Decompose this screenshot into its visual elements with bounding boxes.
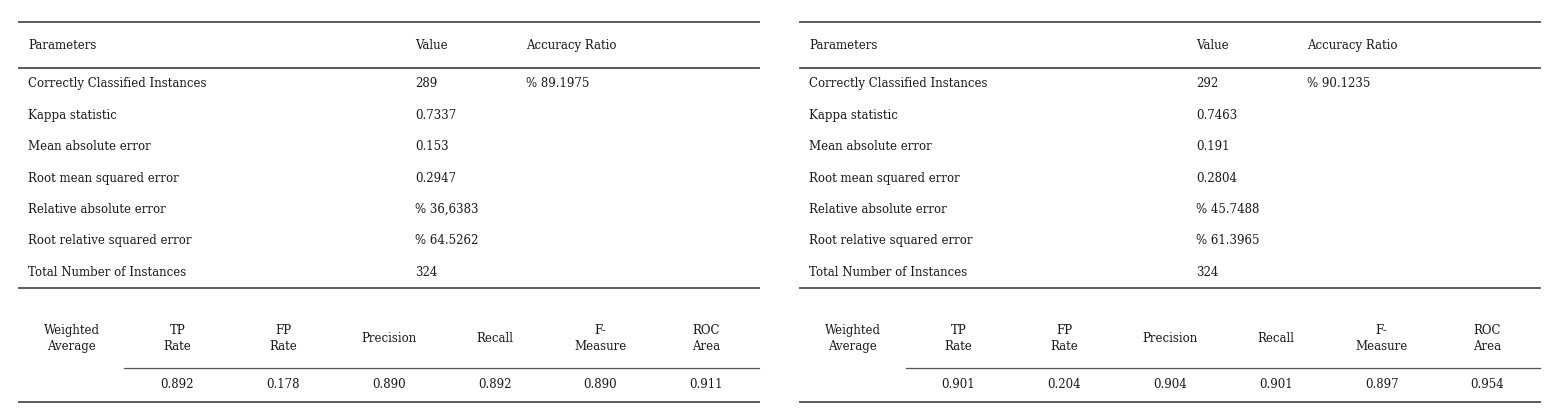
Text: Relative absolute error: Relative absolute error bbox=[28, 203, 165, 216]
Text: Root mean squared error: Root mean squared error bbox=[809, 172, 960, 184]
Text: Correctly Classified Instances: Correctly Classified Instances bbox=[28, 78, 206, 90]
Text: ROC
Area: ROC Area bbox=[1473, 324, 1501, 353]
Text: 0.892: 0.892 bbox=[161, 379, 195, 391]
Text: 0.954: 0.954 bbox=[1470, 379, 1504, 391]
Text: Total Number of Instances: Total Number of Instances bbox=[28, 266, 187, 279]
Text: 0.904: 0.904 bbox=[1154, 379, 1186, 391]
Text: 0.890: 0.890 bbox=[373, 379, 405, 391]
Text: Mean absolute error: Mean absolute error bbox=[809, 140, 932, 153]
Text: Recall: Recall bbox=[1257, 332, 1294, 344]
Text: Recall: Recall bbox=[475, 332, 513, 344]
Text: 0.2804: 0.2804 bbox=[1196, 172, 1236, 184]
Text: Kappa statistic: Kappa statistic bbox=[28, 109, 117, 122]
Text: TP
Rate: TP Rate bbox=[164, 324, 192, 353]
Text: 0.153: 0.153 bbox=[415, 140, 449, 153]
Text: 292: 292 bbox=[1196, 78, 1218, 90]
Text: 0.892: 0.892 bbox=[479, 379, 511, 391]
Text: F-
Measure: F- Measure bbox=[574, 324, 627, 353]
Text: Parameters: Parameters bbox=[28, 39, 97, 52]
Text: % 61.3965: % 61.3965 bbox=[1196, 235, 1260, 247]
Text: Value: Value bbox=[1196, 39, 1228, 52]
Text: Parameters: Parameters bbox=[809, 39, 878, 52]
Text: 0.7337: 0.7337 bbox=[415, 109, 457, 122]
Text: 0.911: 0.911 bbox=[689, 379, 723, 391]
Text: % 45.7488: % 45.7488 bbox=[1196, 203, 1260, 216]
Text: Accuracy Ratio: Accuracy Ratio bbox=[1306, 39, 1397, 52]
Text: TP
Rate: TP Rate bbox=[945, 324, 973, 353]
Text: Kappa statistic: Kappa statistic bbox=[809, 109, 898, 122]
Text: 0.897: 0.897 bbox=[1364, 379, 1398, 391]
Text: F-
Measure: F- Measure bbox=[1355, 324, 1408, 353]
Text: Total Number of Instances: Total Number of Instances bbox=[809, 266, 968, 279]
Text: % 90.1235: % 90.1235 bbox=[1306, 78, 1370, 90]
Text: Root relative squared error: Root relative squared error bbox=[28, 235, 192, 247]
Text: 0.7463: 0.7463 bbox=[1196, 109, 1238, 122]
Text: Root mean squared error: Root mean squared error bbox=[28, 172, 179, 184]
Text: Value: Value bbox=[415, 39, 447, 52]
Text: Accuracy Ratio: Accuracy Ratio bbox=[525, 39, 616, 52]
Text: Weighted
Average: Weighted Average bbox=[825, 324, 881, 353]
Text: 0.890: 0.890 bbox=[583, 379, 617, 391]
Text: Relative absolute error: Relative absolute error bbox=[809, 203, 946, 216]
Text: FP
Rate: FP Rate bbox=[1051, 324, 1079, 353]
Text: 0.901: 0.901 bbox=[1260, 379, 1292, 391]
Text: Precision: Precision bbox=[1143, 332, 1197, 344]
Text: 324: 324 bbox=[415, 266, 437, 279]
Text: 0.901: 0.901 bbox=[942, 379, 976, 391]
Text: ROC
Area: ROC Area bbox=[692, 324, 720, 353]
Text: % 36,6383: % 36,6383 bbox=[415, 203, 479, 216]
Text: % 89.1975: % 89.1975 bbox=[525, 78, 589, 90]
Text: Weighted
Average: Weighted Average bbox=[44, 324, 100, 353]
Text: FP
Rate: FP Rate bbox=[270, 324, 298, 353]
Text: 0.2947: 0.2947 bbox=[415, 172, 457, 184]
Text: Precision: Precision bbox=[362, 332, 416, 344]
Text: Root relative squared error: Root relative squared error bbox=[809, 235, 973, 247]
Text: 289: 289 bbox=[415, 78, 437, 90]
Text: Mean absolute error: Mean absolute error bbox=[28, 140, 151, 153]
Text: 0.204: 0.204 bbox=[1048, 379, 1080, 391]
Text: % 64.5262: % 64.5262 bbox=[415, 235, 479, 247]
Text: Correctly Classified Instances: Correctly Classified Instances bbox=[809, 78, 987, 90]
Text: 324: 324 bbox=[1196, 266, 1218, 279]
Text: 0.178: 0.178 bbox=[267, 379, 299, 391]
Text: 0.191: 0.191 bbox=[1196, 140, 1230, 153]
